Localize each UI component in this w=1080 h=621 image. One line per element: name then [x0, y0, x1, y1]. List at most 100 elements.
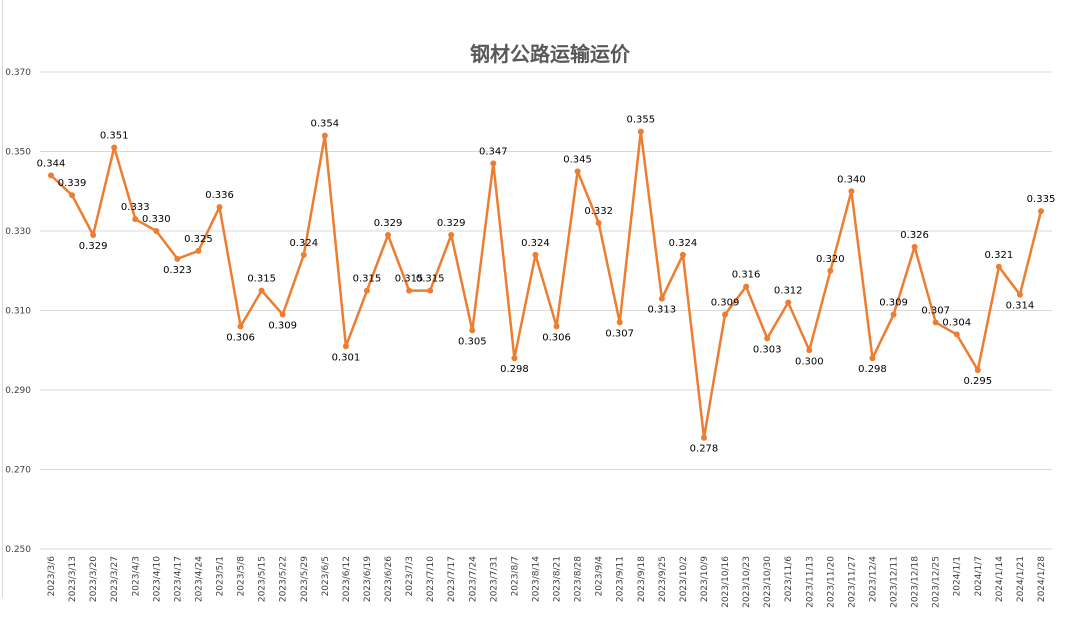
x-axis-ticks: 2023/3/6 2023/3/13 2023/3/20 2023/3/27 2023/…: [47, 556, 1047, 608]
data-label: 0.339: [58, 178, 87, 189]
data-label: 0.298: [858, 364, 887, 375]
x-tick-label: 2023/8/28: [574, 556, 584, 602]
data-label: 0.329: [374, 218, 403, 229]
x-tick-label: 2024/1/21: [1016, 556, 1026, 602]
data-label: 0.324: [289, 238, 318, 249]
y-axis-ticks: 0.370 0.350 0.330 0.310 0.290 0.270 0.250: [5, 68, 31, 555]
data-point: [806, 347, 813, 354]
x-tick-label: 2023/7/31: [489, 556, 499, 602]
data-label: 0.324: [521, 238, 550, 249]
data-label: 0.335: [1027, 194, 1056, 205]
series-line: [50, 130, 1043, 439]
data-point: [743, 283, 750, 290]
x-tick-label: 2023/11/13: [805, 556, 815, 608]
y-tick-label: 0.290: [5, 386, 31, 396]
data-label: 0.355: [626, 115, 655, 126]
data-point: [321, 132, 328, 139]
data-point: [722, 311, 729, 318]
y-tick-label: 0.350: [5, 148, 31, 158]
data-point: [974, 367, 981, 374]
data-point: [637, 128, 644, 135]
data-label: 0.325: [184, 234, 213, 245]
x-tick-label: 2023/4/3: [131, 556, 141, 596]
data-point: [574, 168, 581, 175]
x-tick-label: 2023/10/2: [679, 556, 689, 602]
x-tick-label: 2023/9/18: [637, 556, 647, 602]
data-point: [700, 434, 707, 441]
data-point: [911, 243, 918, 250]
data-point: [363, 287, 370, 294]
data-label: 0.306: [542, 332, 571, 343]
x-tick-label: 2023/11/27: [847, 556, 857, 608]
x-tick-label: 2024/1/14: [995, 556, 1005, 602]
data-point: [111, 144, 118, 151]
data-label: 0.278: [690, 444, 719, 455]
x-tick-label: 2023/4/24: [194, 556, 204, 602]
grid-lines: [40, 71, 1052, 550]
x-tick-label: 2023/12/25: [932, 556, 942, 608]
data-label: 0.305: [458, 336, 487, 347]
y-tick-label: 0.330: [5, 227, 31, 237]
data-point: [48, 172, 54, 179]
x-tick-label: 2023/9/4: [595, 556, 605, 597]
x-tick-label: 2023/7/24: [468, 556, 478, 602]
data-label: 0.298: [500, 364, 529, 375]
x-tick-label: 2024/1/7: [974, 556, 984, 596]
data-label: 0.315: [353, 274, 382, 285]
x-tick-label: 2023/5/8: [237, 556, 247, 597]
data-point: [953, 331, 960, 338]
data-label: 0.313: [648, 305, 677, 316]
data-label: 0.354: [311, 119, 340, 130]
data-label: 0.329: [437, 218, 466, 229]
data-point: [932, 319, 939, 326]
x-tick-label: 2023/5/22: [279, 556, 289, 602]
x-tick-label: 2023/4/10: [152, 556, 162, 602]
x-tick-label: 2023/3/13: [68, 556, 78, 602]
data-label: 0.315: [416, 274, 445, 285]
data-point: [258, 287, 265, 294]
data-label: 0.340: [837, 174, 866, 185]
x-tick-label: 2023/9/11: [616, 556, 626, 602]
y-tick-label: 0.370: [5, 68, 31, 78]
data-label: 0.323: [163, 265, 192, 276]
x-tick-label: 2023/4/17: [173, 556, 183, 602]
data-point: [616, 319, 623, 326]
x-tick-label: 2023/6/12: [342, 556, 352, 602]
x-tick-label: 2023/11/6: [784, 556, 794, 602]
x-tick-label: 2023/6/5: [321, 556, 331, 596]
data-label: 0.300: [795, 356, 824, 367]
data-point: [869, 355, 876, 362]
data-point: [827, 267, 834, 274]
data-point: [216, 204, 223, 211]
data-point: [469, 327, 476, 334]
data-point: [785, 299, 792, 306]
data-label: 0.309: [879, 297, 908, 308]
y-tick-label: 0.250: [5, 545, 31, 555]
data-point: [679, 251, 686, 258]
x-tick-label: 2023/12/4: [868, 556, 878, 602]
data-point: [427, 287, 434, 294]
data-label: 0.320: [816, 254, 845, 265]
data-point: [385, 231, 392, 238]
x-tick-label: 2023/3/6: [47, 556, 57, 597]
data-point: [1038, 208, 1044, 215]
x-tick-label: 2023/3/20: [89, 556, 99, 602]
data-point: [69, 192, 76, 199]
data-label: 0.344: [37, 158, 66, 169]
data-label: 0.332: [584, 206, 613, 217]
data-point: [132, 216, 139, 223]
data-label: 0.336: [205, 190, 234, 201]
x-tick-label: 2023/9/25: [658, 556, 668, 602]
data-point: [553, 323, 560, 330]
data-label: 0.315: [395, 274, 424, 285]
data-label: 0.330: [142, 214, 171, 225]
x-tick-label: 2023/3/27: [110, 556, 120, 602]
data-point: [511, 355, 518, 362]
data-point: [90, 231, 97, 238]
data-point: [406, 287, 413, 294]
data-label: 0.314: [1006, 301, 1035, 312]
data-point: [995, 263, 1002, 270]
x-tick-label: 2023/8/7: [510, 556, 520, 596]
